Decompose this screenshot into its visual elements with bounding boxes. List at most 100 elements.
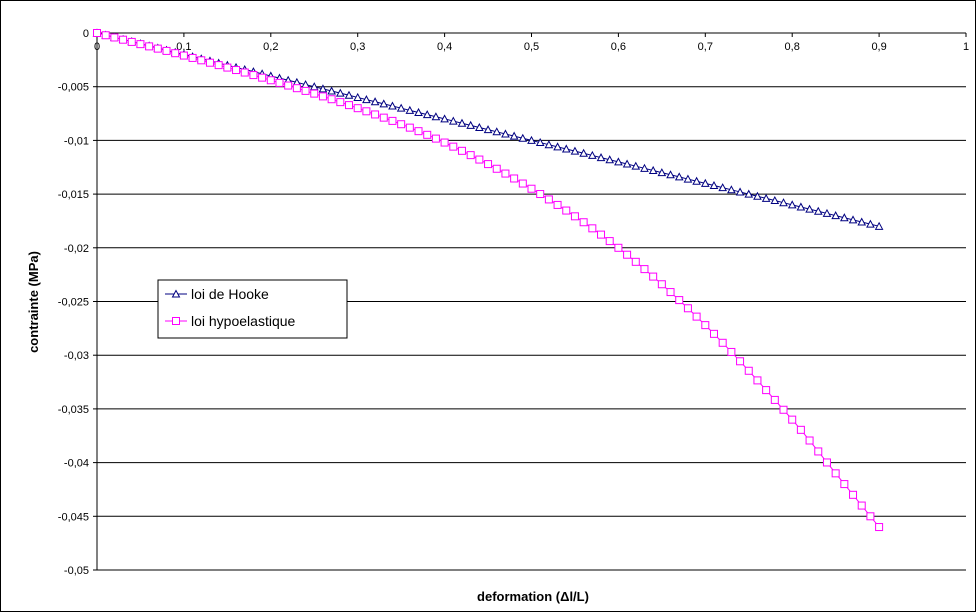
legend-marker xyxy=(171,289,181,298)
data-point xyxy=(457,118,467,127)
data-point xyxy=(727,185,736,194)
data-point xyxy=(214,61,223,70)
data-point xyxy=(874,221,884,230)
y-axis-title: contrainte (MPa) xyxy=(26,251,41,353)
y-tick-label: -0,05 xyxy=(64,565,89,577)
x-tick-label: 0,9 xyxy=(871,41,886,53)
data-point xyxy=(544,140,554,149)
data-point xyxy=(510,174,519,183)
data-point xyxy=(822,208,832,217)
data-point xyxy=(709,180,719,190)
data-point xyxy=(866,219,875,228)
data-point xyxy=(631,257,640,266)
data-point xyxy=(475,122,484,132)
data-point xyxy=(840,213,849,222)
data-point xyxy=(866,512,875,521)
data-point xyxy=(579,218,588,227)
data-point xyxy=(857,217,867,226)
data-point xyxy=(761,193,771,202)
legend-label: loi hypoelastique xyxy=(191,313,296,329)
x-tick-label: 1 xyxy=(963,41,969,53)
data-point xyxy=(422,110,432,119)
data-point xyxy=(448,116,458,125)
data-point xyxy=(345,101,354,110)
y-tick-label: -0,005 xyxy=(58,82,89,94)
data-point xyxy=(666,170,675,179)
data-point xyxy=(527,184,536,193)
y-tick-label: -0,01 xyxy=(64,135,89,147)
legend-label: loi de Hooke xyxy=(191,286,269,302)
data-point xyxy=(127,37,136,46)
axes xyxy=(93,32,967,571)
data-point xyxy=(779,405,788,414)
x-tick-label: 0,6 xyxy=(611,41,626,53)
x-tick-label: 0,7 xyxy=(698,41,713,53)
data-point xyxy=(414,107,423,116)
y-tick-label: -0,03 xyxy=(64,350,89,362)
data-point xyxy=(813,206,823,215)
series-layer xyxy=(92,28,884,532)
y-tick-labels: 0 -0,005 -0,01 -0,015 -0,02 -0,025 -0,03 -0,035… xyxy=(58,28,89,577)
data-point xyxy=(674,172,684,181)
data-point xyxy=(327,95,336,104)
x-tick-label: 0 xyxy=(94,41,100,53)
data-point xyxy=(518,133,528,142)
data-point xyxy=(145,42,154,51)
data-point xyxy=(292,84,301,93)
data-point xyxy=(875,523,884,532)
data-point xyxy=(770,395,779,404)
data-point xyxy=(683,174,693,183)
data-point xyxy=(770,195,780,205)
data-point xyxy=(284,81,293,90)
data-point xyxy=(787,200,797,209)
data-point xyxy=(232,66,241,75)
data-point xyxy=(605,237,614,246)
data-point xyxy=(93,29,101,37)
data-point xyxy=(683,304,692,313)
x-tick-label: 0,1 xyxy=(176,41,191,53)
data-point xyxy=(370,97,380,106)
data-point xyxy=(596,153,606,162)
data-point xyxy=(397,120,406,129)
data-point xyxy=(535,137,545,147)
data-point xyxy=(223,63,232,72)
data-point xyxy=(484,160,493,169)
data-point xyxy=(648,165,658,174)
data-point xyxy=(449,142,458,151)
data-point xyxy=(640,265,649,274)
data-point xyxy=(388,116,397,125)
data-point xyxy=(779,198,788,207)
x-axis-title: deformation (Δl/L) xyxy=(477,589,589,604)
data-point xyxy=(119,35,128,44)
data-point xyxy=(736,357,745,366)
data-point xyxy=(205,58,214,67)
data-point xyxy=(814,447,823,456)
data-point xyxy=(831,211,840,220)
data-point xyxy=(536,190,545,199)
data-point xyxy=(492,127,502,136)
data-point xyxy=(362,95,371,104)
data-point xyxy=(744,366,753,375)
data-point xyxy=(440,138,449,147)
data-point xyxy=(553,200,562,209)
data-point xyxy=(275,78,284,87)
x-tick-label: 0,5 xyxy=(524,41,539,53)
y-tick-label: 0 xyxy=(83,28,89,40)
data-point xyxy=(335,88,345,97)
data-point xyxy=(796,202,806,211)
data-point xyxy=(692,312,701,321)
data-point xyxy=(475,155,484,164)
data-point xyxy=(570,146,580,155)
data-point xyxy=(762,386,771,395)
data-point xyxy=(110,33,119,42)
data-point xyxy=(753,376,762,385)
data-point xyxy=(666,288,675,297)
data-point xyxy=(509,131,519,140)
data-point xyxy=(805,204,814,213)
data-point xyxy=(849,490,858,499)
data-point xyxy=(258,73,267,82)
data-point xyxy=(431,112,441,121)
data-point xyxy=(544,195,553,204)
data-point xyxy=(371,110,380,119)
